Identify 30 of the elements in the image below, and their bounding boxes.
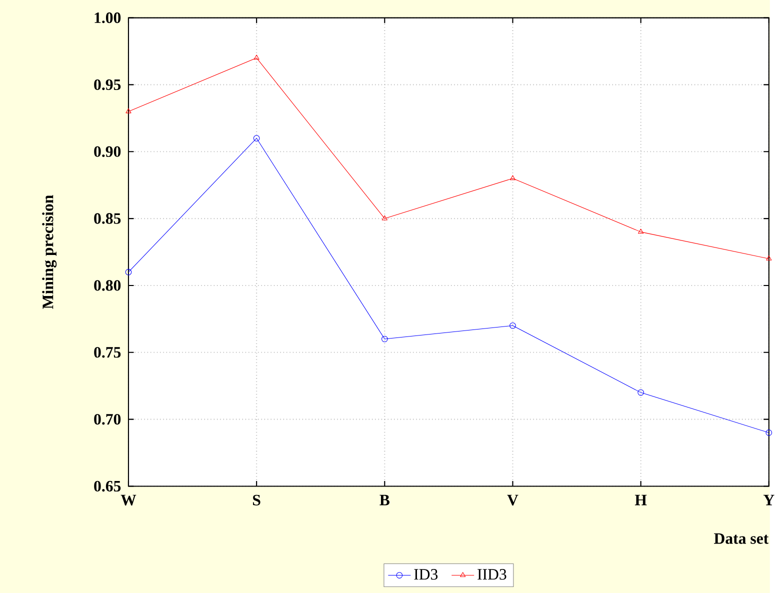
x-axis-title: Data set: [714, 533, 769, 544]
x-tick-label: W: [120, 494, 136, 506]
point: [766, 430, 772, 436]
y-tick-label: 0.65: [94, 480, 121, 492]
point: [253, 135, 260, 142]
legend-label: ID3: [414, 569, 438, 580]
x-tick-label: V: [507, 494, 518, 506]
y-tick-label: 0.75: [94, 347, 121, 358]
x-tick-label: H: [634, 494, 647, 506]
x-tick-label: Y: [763, 494, 774, 506]
point: [125, 268, 132, 276]
y-tick-label: 0.80: [94, 280, 121, 291]
point: [254, 54, 260, 60]
y-tick-label: 0.85: [94, 213, 121, 224]
x-tick-label: B: [380, 494, 390, 506]
x-tick-label: S: [253, 494, 260, 506]
point: [638, 389, 644, 396]
y-axis-title: Mining precision: [42, 195, 57, 309]
point: [766, 256, 772, 260]
y-tick-label: 0.90: [94, 146, 121, 158]
legend-label: IID3: [478, 569, 506, 580]
point: [382, 215, 388, 220]
point: [510, 175, 516, 180]
point: [638, 228, 644, 234]
point: [126, 108, 132, 114]
y-tick-label: 1.00: [94, 12, 121, 24]
point: [510, 322, 516, 329]
y-tick-label: 0.70: [94, 414, 121, 425]
point: [381, 336, 388, 342]
y-tick-label: 0.95: [94, 79, 121, 90]
